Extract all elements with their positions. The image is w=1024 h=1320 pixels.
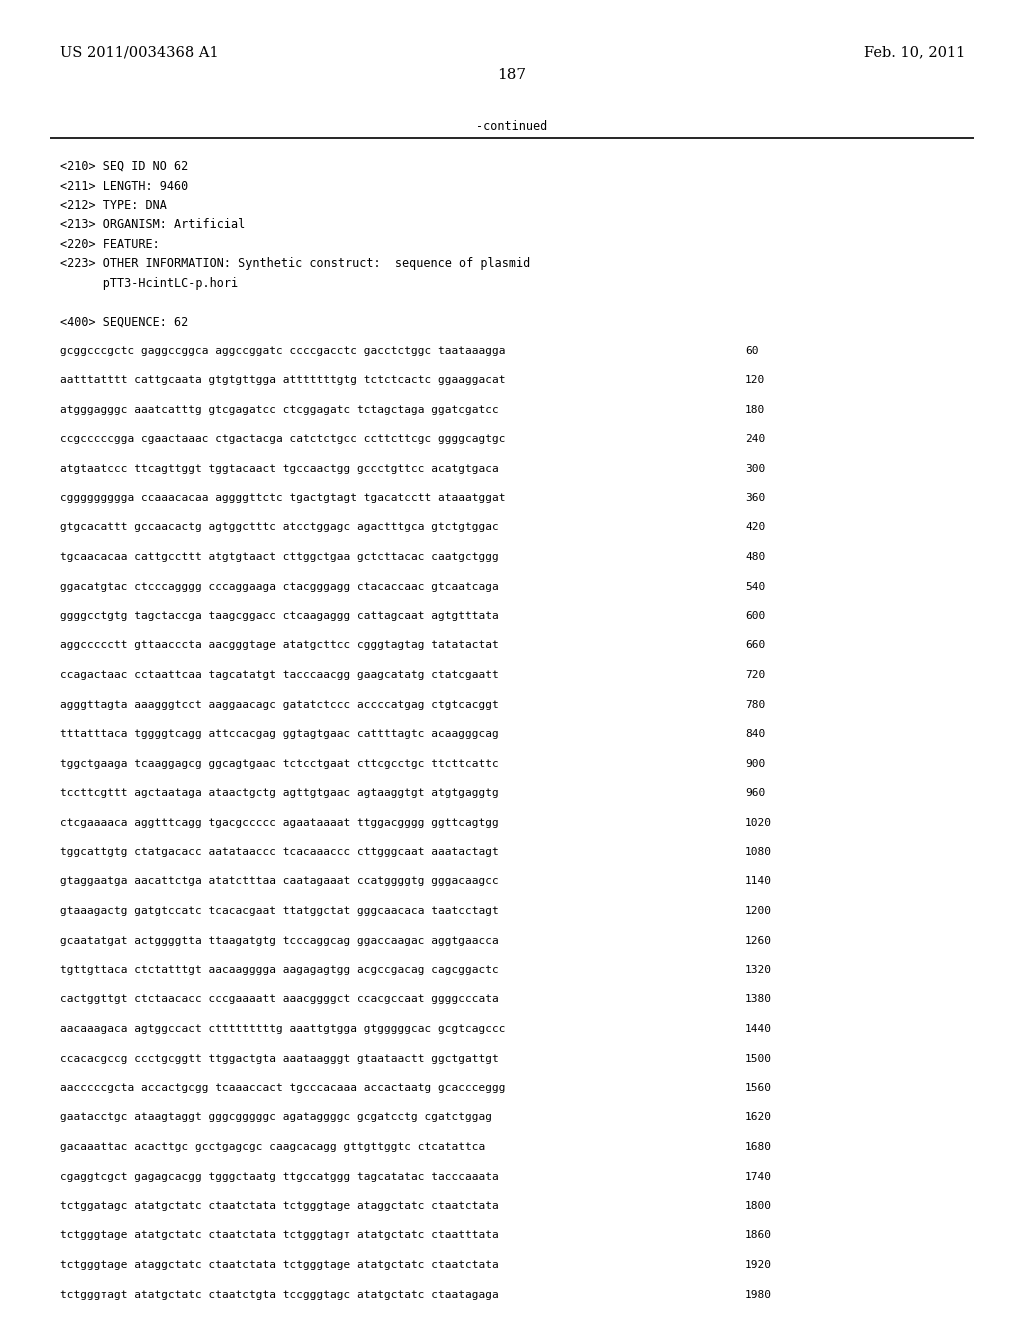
Text: gtgcacattt gccaacactg agtggctttc atcctggagc agactttgca gtctgtggac: gtgcacattt gccaacactg agtggctttc atcctgg… bbox=[60, 523, 499, 532]
Text: Feb. 10, 2011: Feb. 10, 2011 bbox=[864, 45, 965, 59]
Text: gacaaattac acacttgc gcctgagcgc caagcacagg gttgttggtc ctcatattca: gacaaattac acacttgc gcctgagcgc caagcacag… bbox=[60, 1142, 485, 1152]
Text: gcggcccgctc gaggccggca aggccggatc ccccgacctc gacctctggc taataaagga: gcggcccgctc gaggccggca aggccggatc ccccga… bbox=[60, 346, 506, 355]
Text: 960: 960 bbox=[745, 788, 765, 799]
Text: <211> LENGTH: 9460: <211> LENGTH: 9460 bbox=[60, 180, 188, 193]
Text: ccacacgccg ccctgcggtt ttggactgta aaataagggt gtaataactt ggctgattgt: ccacacgccg ccctgcggtt ttggactgta aaataag… bbox=[60, 1053, 499, 1064]
Text: atgtaatccc ttcagttggt tggtacaact tgccaactgg gccctgttcc acatgtgaca: atgtaatccc ttcagttggt tggtacaact tgccaac… bbox=[60, 463, 499, 474]
Text: 540: 540 bbox=[745, 582, 765, 591]
Text: 1260: 1260 bbox=[745, 936, 772, 945]
Text: <210> SEQ ID NO 62: <210> SEQ ID NO 62 bbox=[60, 160, 188, 173]
Text: 1200: 1200 bbox=[745, 906, 772, 916]
Text: gcaatatgat actggggtta ttaagatgtg tcccaggcag ggaccaagac aggtgaacca: gcaatatgat actggggtta ttaagatgtg tcccagg… bbox=[60, 936, 499, 945]
Text: 1140: 1140 bbox=[745, 876, 772, 887]
Text: <223> OTHER INFORMATION: Synthetic construct:  sequence of plasmid: <223> OTHER INFORMATION: Synthetic const… bbox=[60, 257, 530, 271]
Text: 1740: 1740 bbox=[745, 1172, 772, 1181]
Text: 1620: 1620 bbox=[745, 1113, 772, 1122]
Text: -continued: -continued bbox=[476, 120, 548, 133]
Text: tccttcgttt agctaataga ataactgctg agttgtgaac agtaaggtgt atgtgaggtg: tccttcgttt agctaataga ataactgctg agttgtg… bbox=[60, 788, 499, 799]
Text: <213> ORGANISM: Artificial: <213> ORGANISM: Artificial bbox=[60, 219, 246, 231]
Text: atgggagggc aaatcatttg gtcgagatcc ctcggagatc tctagctaga ggatcgatcc: atgggagggc aaatcatttg gtcgagatcc ctcggag… bbox=[60, 404, 499, 414]
Text: aacccccgcta accactgcgg tcaaaccact tgcccacaaa accactaatg gcaccceggg: aacccccgcta accactgcgg tcaaaccact tgccca… bbox=[60, 1082, 506, 1093]
Text: tctggatagc atatgctatc ctaatctata tctgggtage ataggctatc ctaatctata: tctggatagc atatgctatc ctaatctata tctgggt… bbox=[60, 1201, 499, 1210]
Text: tggctgaaga tcaaggagcg ggcagtgaac tctcctgaat cttcgcctgc ttcttcattc: tggctgaaga tcaaggagcg ggcagtgaac tctcctg… bbox=[60, 759, 499, 768]
Text: 1080: 1080 bbox=[745, 847, 772, 857]
Text: 1500: 1500 bbox=[745, 1053, 772, 1064]
Text: agggttagta aaagggtcct aaggaacagc gatatctccc accccatgag ctgtcacggt: agggttagta aaagggtcct aaggaacagc gatatct… bbox=[60, 700, 499, 710]
Text: 180: 180 bbox=[745, 404, 765, 414]
Text: <212> TYPE: DNA: <212> TYPE: DNA bbox=[60, 199, 167, 213]
Text: aacaaagaca agtggccact ctttttttttg aaattgtgga gtgggggcac gcgtcagccc: aacaaagaca agtggccact ctttttttttg aaattg… bbox=[60, 1024, 506, 1034]
Text: cggggggggga ccaaacacaa aggggttctc tgactgtagt tgacatcctt ataaatggat: cggggggggga ccaaacacaa aggggttctc tgactg… bbox=[60, 492, 506, 503]
Text: <400> SEQUENCE: 62: <400> SEQUENCE: 62 bbox=[60, 315, 188, 329]
Text: 240: 240 bbox=[745, 434, 765, 444]
Text: 1860: 1860 bbox=[745, 1230, 772, 1241]
Text: 1320: 1320 bbox=[745, 965, 772, 975]
Text: ccagactaac cctaattcaa tagcatatgt tacccaacgg gaagcatatg ctatcgaatt: ccagactaac cctaattcaa tagcatatgt tacccaa… bbox=[60, 671, 499, 680]
Text: 480: 480 bbox=[745, 552, 765, 562]
Text: tgttgttaca ctctatttgt aacaagggga aagagagtgg acgccgacag cagcggactc: tgttgttaca ctctatttgt aacaagggga aagagag… bbox=[60, 965, 499, 975]
Text: aatttatttt cattgcaata gtgtgttgga atttttttgtg tctctcactc ggaaggacat: aatttatttt cattgcaata gtgtgttgga atttttt… bbox=[60, 375, 506, 385]
Text: tggcattgtg ctatgacacc aatataaccc tcacaaaccc cttgggcaat aaatactagt: tggcattgtg ctatgacacc aatataaccc tcacaaa… bbox=[60, 847, 499, 857]
Text: 840: 840 bbox=[745, 729, 765, 739]
Text: 1020: 1020 bbox=[745, 817, 772, 828]
Text: 187: 187 bbox=[498, 69, 526, 82]
Text: 300: 300 bbox=[745, 463, 765, 474]
Text: tctgggtage ataggctatc ctaatctata tctgggtage atatgctatc ctaatctata: tctgggtage ataggctatc ctaatctata tctgggt… bbox=[60, 1261, 499, 1270]
Text: 1920: 1920 bbox=[745, 1261, 772, 1270]
Text: 1800: 1800 bbox=[745, 1201, 772, 1210]
Text: 780: 780 bbox=[745, 700, 765, 710]
Text: 120: 120 bbox=[745, 375, 765, 385]
Text: gaatacctgc ataagtaggt gggcgggggc agataggggc gcgatcctg cgatctggag: gaatacctgc ataagtaggt gggcgggggc agatagg… bbox=[60, 1113, 492, 1122]
Text: 1980: 1980 bbox=[745, 1290, 772, 1299]
Text: tctgggтаgt atatgctatc ctaatctgta tccgggtagc atatgctatc ctaatagaga: tctgggтаgt atatgctatc ctaatctgta tccgggt… bbox=[60, 1290, 499, 1299]
Text: gtaggaatga aacattctga atatctttaa caatagaaat ccatggggtg gggacaagcc: gtaggaatga aacattctga atatctttaa caataga… bbox=[60, 876, 499, 887]
Text: 60: 60 bbox=[745, 346, 759, 355]
Text: gtaaagactg gatgtccatc tcacacgaat ttatggctat gggcaacaca taatcctagt: gtaaagactg gatgtccatc tcacacgaat ttatggc… bbox=[60, 906, 499, 916]
Text: US 2011/0034368 A1: US 2011/0034368 A1 bbox=[60, 45, 219, 59]
Text: 1560: 1560 bbox=[745, 1082, 772, 1093]
Text: 1680: 1680 bbox=[745, 1142, 772, 1152]
Text: tttatttaca tggggtcagg attccacgag ggtagtgaac cattttagtc acaagggcag: tttatttaca tggggtcagg attccacgag ggtagtg… bbox=[60, 729, 499, 739]
Text: aggccccctt gttaacccta aacgggtage atatgcttcc cgggtagtag tatatactat: aggccccctt gttaacccta aacgggtage atatgct… bbox=[60, 640, 499, 651]
Text: <220> FEATURE:: <220> FEATURE: bbox=[60, 238, 160, 251]
Text: ccgcccccgga cgaactaaac ctgactacga catctctgcc ccttcttcgc ggggcagtgc: ccgcccccgga cgaactaaac ctgactacga catctc… bbox=[60, 434, 506, 444]
Text: ggggcctgtg tagctaccga taagcggacc ctcaagaggg cattagcaat agtgtttata: ggggcctgtg tagctaccga taagcggacc ctcaaga… bbox=[60, 611, 499, 620]
Text: 660: 660 bbox=[745, 640, 765, 651]
Text: 900: 900 bbox=[745, 759, 765, 768]
Text: tgcaacacaa cattgccttt atgtgtaact cttggctgaa gctcttacac caatgctggg: tgcaacacaa cattgccttt atgtgtaact cttggct… bbox=[60, 552, 499, 562]
Text: cactggttgt ctctaacacc cccgaaaatt aaacggggct ccacgccaat ggggcccata: cactggttgt ctctaacacc cccgaaaatt aaacggg… bbox=[60, 994, 499, 1005]
Text: 1440: 1440 bbox=[745, 1024, 772, 1034]
Text: ctcgaaaaca aggtttcagg tgacgccccc agaataaaat ttggacgggg ggttcagtgg: ctcgaaaaca aggtttcagg tgacgccccc agaataa… bbox=[60, 817, 499, 828]
Text: 360: 360 bbox=[745, 492, 765, 503]
Text: 720: 720 bbox=[745, 671, 765, 680]
Text: 600: 600 bbox=[745, 611, 765, 620]
Text: 1380: 1380 bbox=[745, 994, 772, 1005]
Text: tctgggtage atatgctatc ctaatctata tctgggtagт atatgctatc ctaatttata: tctgggtage atatgctatc ctaatctata tctgggt… bbox=[60, 1230, 499, 1241]
Text: 420: 420 bbox=[745, 523, 765, 532]
Text: ggacatgtac ctcccagggg cccaggaaga ctacgggagg ctacaccaac gtcaatcaga: ggacatgtac ctcccagggg cccaggaaga ctacggg… bbox=[60, 582, 499, 591]
Text: pTT3-HcintLC-p.hori: pTT3-HcintLC-p.hori bbox=[60, 277, 239, 290]
Text: cgaggtcgct gagagcacgg tgggctaatg ttgccatggg tagcatatac tacccaaata: cgaggtcgct gagagcacgg tgggctaatg ttgccat… bbox=[60, 1172, 499, 1181]
